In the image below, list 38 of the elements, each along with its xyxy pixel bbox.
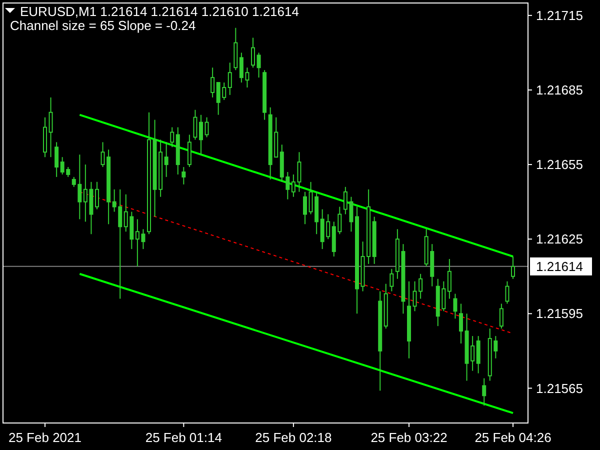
candlestick bbox=[210, 67, 215, 98]
candlestick bbox=[459, 303, 463, 344]
candlestick bbox=[505, 280, 510, 304]
candlestick bbox=[48, 96, 53, 158]
y-tick-label: 1.21625 bbox=[536, 232, 583, 247]
annotation: EURUSD,M1 1.21614 1.21614 1.21610 1.21614 bbox=[20, 4, 299, 19]
candlestick bbox=[54, 142, 59, 178]
y-tick-label: 1.21715 bbox=[536, 8, 583, 23]
candlestick bbox=[164, 142, 168, 178]
candlestick bbox=[511, 256, 515, 280]
candlestick bbox=[95, 181, 99, 210]
x-tick-label: 25 Feb 2021 bbox=[8, 430, 82, 445]
x-tick-label: 25 Feb 04:26 bbox=[474, 430, 552, 445]
candlestick bbox=[482, 378, 486, 406]
candlestick bbox=[204, 116, 209, 138]
y-tick-label: 1.21655 bbox=[536, 157, 583, 172]
candlestick bbox=[193, 109, 198, 140]
x-tick-label: 25 Feb 01:14 bbox=[145, 430, 222, 445]
candlestick bbox=[251, 37, 255, 68]
candlestick bbox=[476, 336, 480, 374]
candlestick bbox=[447, 258, 452, 300]
y-tick-label: 1.21565 bbox=[536, 380, 583, 396]
candlestick bbox=[228, 62, 232, 96]
y-tick-label: 1.21685 bbox=[536, 82, 583, 98]
annotation: Channel size = 65 Slope = -0.24 bbox=[10, 18, 196, 33]
candlestick bbox=[182, 166, 186, 185]
candlestick bbox=[390, 268, 394, 292]
ref-line-label: 1.21614 bbox=[536, 258, 583, 274]
candlestick bbox=[187, 134, 192, 168]
candlestick bbox=[303, 191, 307, 225]
candlestick bbox=[170, 126, 174, 148]
candlestick bbox=[256, 52, 261, 78]
x-tick-label: 25 Feb 02:18 bbox=[255, 430, 332, 445]
y-tick-label: 1.21595 bbox=[536, 306, 583, 322]
candlestick bbox=[499, 303, 504, 330]
candlestick bbox=[453, 293, 458, 320]
candlestick bbox=[199, 114, 203, 156]
x-tick-label: 25 Feb 03:22 bbox=[370, 430, 448, 445]
